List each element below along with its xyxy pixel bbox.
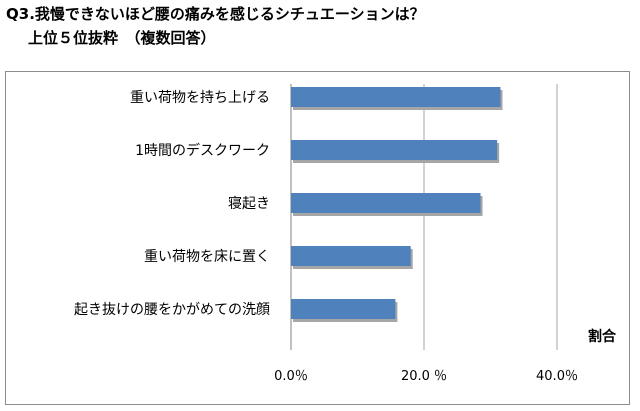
x-axis-title: 割合 — [588, 328, 617, 345]
chart-title: Q3.我慢できないほど腰の痛みを感じるシチュエーションは？ — [6, 5, 425, 23]
category-label-4: 重い荷物を床に置く — [144, 249, 270, 265]
category-label-3: 寝起き — [228, 195, 270, 212]
bars — [291, 87, 503, 322]
bar-2 — [291, 140, 498, 160]
bar-1 — [291, 87, 501, 107]
tick-labels: 0.0％ 20.0 ％ 40.0％ — [274, 369, 578, 384]
category-label-2: 1時間のデスクワーク — [135, 142, 270, 159]
x-tick-label-2: 20.0 ％ — [401, 369, 447, 384]
bar-3 — [291, 193, 481, 213]
x-tick-label-1: 0.0％ — [274, 369, 308, 384]
chart-subtitle: 上位５位抜粋 （複数回答） — [28, 29, 216, 47]
x-tick-label-3: 40.0％ — [536, 369, 578, 384]
bar-4 — [291, 246, 411, 266]
category-label-5: 起き抜けの腰をかがめての洗顔 — [74, 302, 270, 318]
bar-5 — [291, 299, 396, 319]
category-label-1: 重い荷物を持ち上げる — [130, 90, 270, 106]
category-labels: 重い荷物を持ち上げる 1時間のデスクワーク寝起き重い荷物を床に置く起き抜けの腰をか… — [74, 90, 270, 318]
chart-frame — [5, 71, 630, 405]
